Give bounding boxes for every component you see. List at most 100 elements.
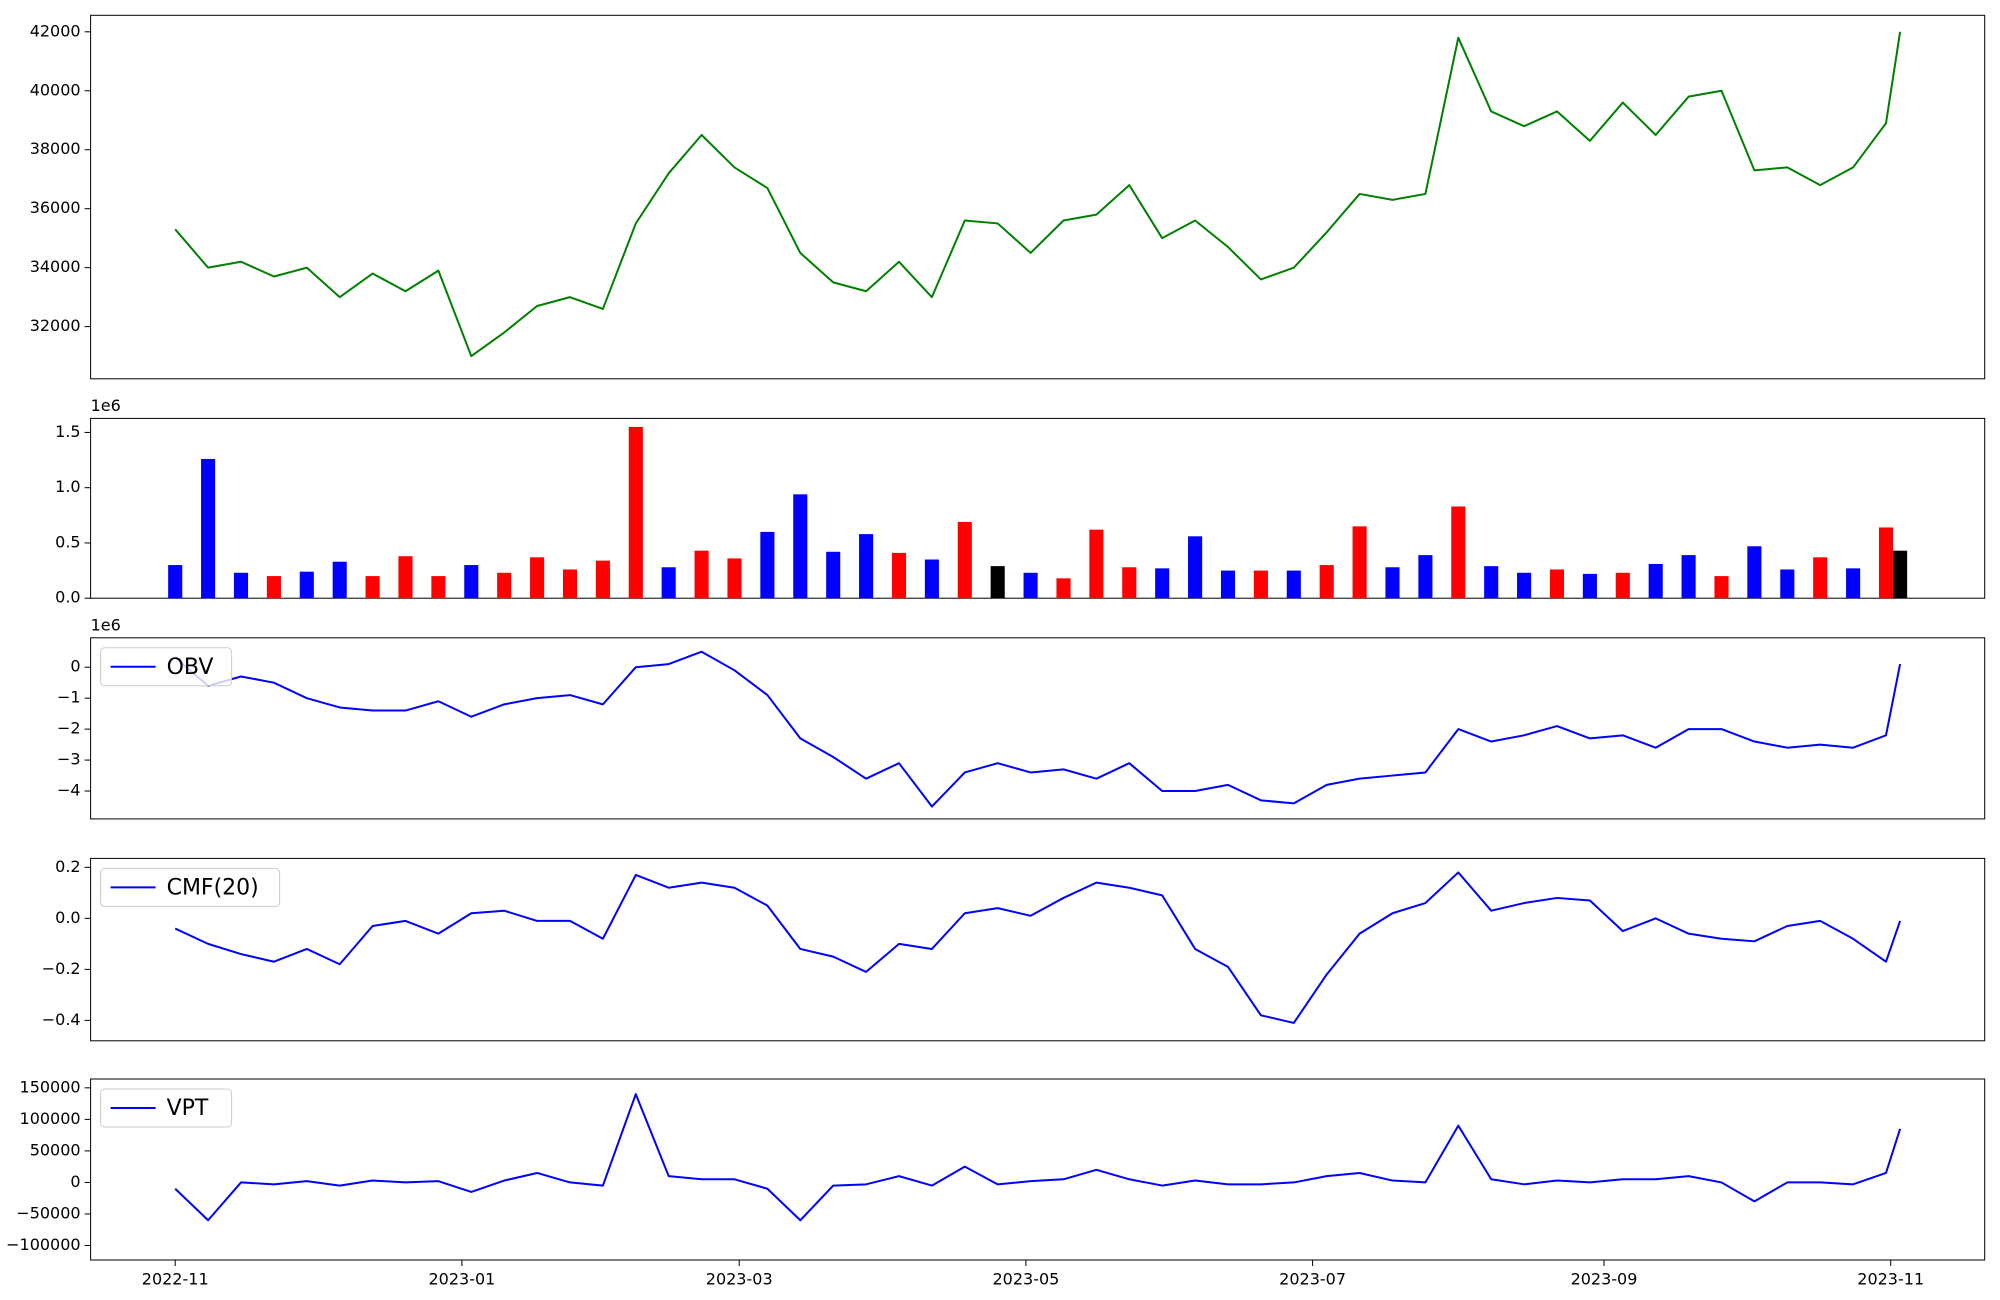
y-tick-label: 150000: [20, 1077, 81, 1096]
y-tick-label: −3: [57, 750, 81, 769]
bar: [530, 557, 545, 599]
bar: [1352, 526, 1367, 599]
bar: [1385, 567, 1400, 599]
bar: [1418, 555, 1433, 599]
bar: [299, 571, 314, 599]
legend-box: [100, 1088, 233, 1128]
bar: [1451, 506, 1466, 599]
bar: [464, 565, 479, 599]
bar: [1681, 555, 1696, 599]
bar: [1813, 557, 1828, 599]
y-tick-label: −100000: [6, 1235, 80, 1254]
bar: [1319, 565, 1334, 599]
x-tick-label: 2023-09: [1571, 1270, 1638, 1289]
bar: [826, 551, 841, 599]
y-tick-label: 42000: [30, 21, 81, 40]
y-offset-label: 1e6: [91, 615, 121, 634]
y-tick-label: 40000: [30, 80, 81, 99]
bar: [990, 566, 1005, 599]
legend-label: OBV: [167, 655, 214, 680]
bar: [957, 521, 972, 599]
plot-frame: [90, 637, 1986, 820]
bar: [332, 561, 347, 599]
bar: [1747, 546, 1762, 599]
bar: [398, 556, 413, 599]
legend-box: [100, 867, 281, 907]
bar: [497, 572, 512, 599]
y-tick-label: 34000: [30, 257, 81, 276]
bar: [1122, 567, 1137, 599]
y-tick-label: 1.0: [55, 477, 80, 496]
bar: [1517, 572, 1532, 599]
y-tick-label: 32000: [30, 316, 81, 335]
bar: [233, 572, 249, 599]
y-tick-label: −2: [57, 719, 81, 738]
bar: [924, 559, 939, 599]
y-tick-label: 36000: [30, 198, 81, 217]
bar: [760, 531, 775, 599]
bar: [1648, 563, 1663, 599]
y-tick-label: −50000: [16, 1203, 80, 1222]
y-tick-label: 0: [70, 657, 80, 676]
bar: [1714, 576, 1729, 599]
bar: [694, 550, 709, 599]
bar: [365, 576, 380, 599]
bar: [661, 567, 676, 599]
y-tick-label: 0.5: [55, 532, 80, 551]
x-tick-label: 2023-11: [1857, 1270, 1924, 1289]
bar: [1155, 568, 1170, 599]
bar: [1780, 569, 1795, 599]
y-tick-label: −4: [57, 781, 81, 800]
line: [174, 31, 1902, 358]
y-tick-label: −1: [57, 688, 81, 707]
y-tick-label: 100000: [20, 1109, 81, 1128]
bar: [1286, 570, 1301, 599]
y-tick-label: 0: [70, 1172, 80, 1191]
x-tick-label: 2023-03: [706, 1270, 773, 1289]
plot-frame: [90, 417, 1986, 599]
y-offset-label: 1e6: [91, 396, 121, 415]
line: [174, 650, 1902, 808]
plot-frame: [90, 857, 1986, 1042]
bar: [266, 576, 281, 599]
bar: [1846, 568, 1861, 599]
x-tick-label: 2023-07: [1279, 1270, 1346, 1289]
y-tick-label: 38000: [30, 139, 81, 158]
y-tick-label: −0.4: [42, 1010, 81, 1029]
bar: [1023, 572, 1038, 599]
bar: [1484, 566, 1499, 599]
legend-label: VPT: [167, 1096, 209, 1121]
bar: [628, 426, 643, 599]
line: [174, 871, 1902, 1024]
bar: [1056, 578, 1071, 599]
legend-label: CMF(20): [167, 875, 259, 900]
line: [174, 1093, 1902, 1222]
y-tick-label: 1.5: [55, 422, 80, 441]
bar: [431, 576, 446, 599]
bar: [562, 569, 578, 599]
y-tick-label: 0.2: [55, 857, 80, 876]
bar: [1089, 529, 1104, 599]
bar: [1549, 569, 1565, 599]
bar: [1893, 550, 1908, 599]
bar: [1615, 572, 1630, 599]
x-tick-label: 2022-11: [142, 1270, 209, 1289]
bar: [859, 534, 874, 599]
bar: [727, 558, 742, 599]
bar: [201, 458, 216, 599]
legend-box: [100, 647, 233, 687]
y-tick-label: 0.0: [55, 588, 80, 607]
y-tick-label: 0.0: [55, 908, 80, 927]
bar: [1188, 536, 1203, 599]
bar: [793, 494, 808, 599]
bar: [1220, 570, 1236, 599]
plot-frame: [90, 14, 1986, 380]
bar: [168, 565, 183, 599]
x-tick-label: 2023-05: [992, 1270, 1059, 1289]
bar: [1582, 573, 1597, 599]
bar: [1878, 527, 1894, 599]
plot-frame: [90, 1078, 1986, 1261]
bar: [595, 560, 610, 599]
